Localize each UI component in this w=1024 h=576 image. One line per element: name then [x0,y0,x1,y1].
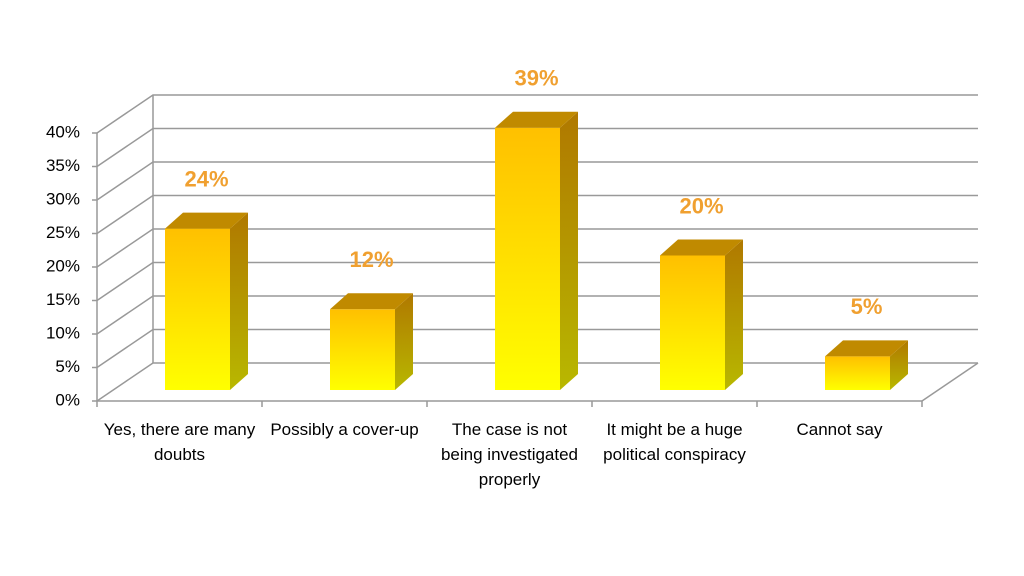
y-tick-label: 20% [46,256,80,275]
y-tick-label: 40% [46,122,80,141]
value-label: 39% [514,66,558,91]
y-tick-label: 5% [55,357,80,376]
value-label: 12% [349,247,393,272]
y-tick-label: 35% [46,156,80,175]
y-tick-label: 25% [46,223,80,242]
y-tick-label: 30% [46,189,80,208]
grid-line [96,94,978,134]
bar-side [725,239,743,390]
bar-top [495,111,578,128]
value-label: 20% [679,193,723,218]
x-tick-label: Cannot say [796,420,883,439]
x-tick-label: It might be a huge political conspiracy [603,420,746,464]
bar-side [560,111,578,390]
bar-top [165,212,248,229]
x-tick-label: The case is not being investigated prope… [440,420,579,489]
value-label: 24% [184,166,228,191]
grid-line [96,161,978,201]
x-tick-label: Yes, there are many doubts [103,420,256,464]
value-label: 5% [851,294,883,319]
bar-front [165,228,230,390]
bar-side [395,293,413,390]
bar-top [825,340,908,357]
grid-line [96,194,978,235]
grid-line [96,127,978,168]
bar-side [230,212,248,390]
bar-front [495,127,560,390]
bar-side [890,340,908,390]
y-tick-label: 10% [46,323,80,342]
grid-line [96,228,978,268]
bar-front [330,309,395,390]
bar-front [660,255,725,390]
y-tick-label: 15% [46,290,80,309]
bar-top [330,293,413,310]
floor-right [921,362,979,402]
x-tick-label: Possibly a cover-up [270,420,419,439]
bar-top [660,239,743,256]
y-tick-label: 0% [55,390,80,409]
bar-front [825,356,890,390]
